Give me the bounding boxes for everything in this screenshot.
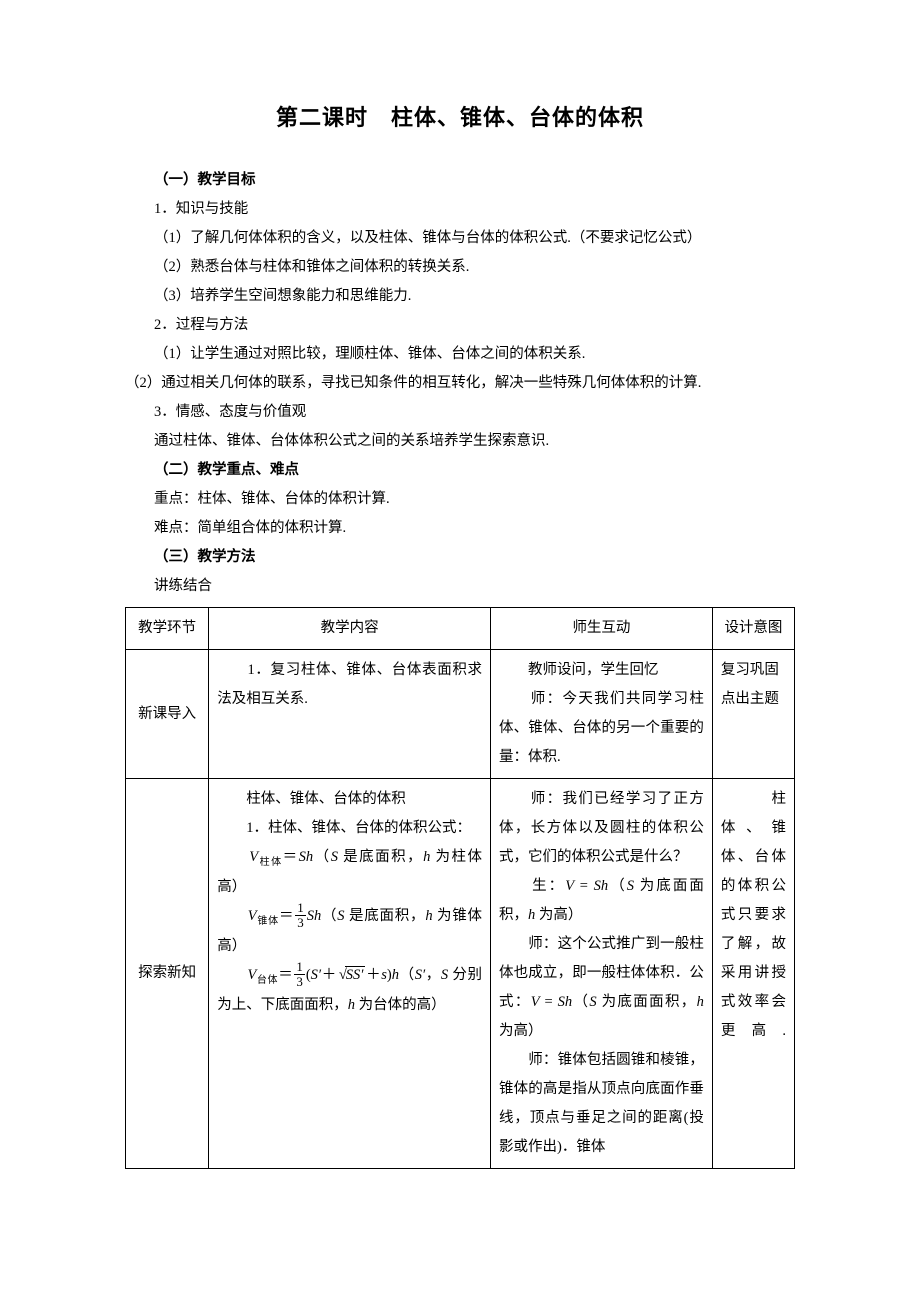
interaction-line: 生：V = Sh（S 为底面面积，h 为高） <box>499 878 704 923</box>
intent-line: 点出主题 <box>721 691 779 707</box>
section-1-a3: （3）培养学生空间想象能力和思维能力. <box>125 282 795 311</box>
section-1-a1: （1）了解几何体体积的含义，以及柱体、锥体与台体的体积公式.（不要求记忆公式） <box>125 224 795 253</box>
lesson-table: 教学环节 教学内容 师生互动 设计意图 新课导入 1．复习柱体、锥体、台体表面积… <box>125 607 795 1169</box>
body-text: （一）教学目标 1．知识与技能 （1）了解几何体体积的含义，以及柱体、锥体与台体… <box>125 166 795 601</box>
formula-prefix <box>217 908 248 924</box>
section-2-heading: （二）教学重点、难点 <box>125 456 795 485</box>
content-line: 柱体、锥体、台体的体积 <box>217 791 406 807</box>
section-1-b: 2．过程与方法 <box>125 311 795 340</box>
formula-symbol-v: V <box>248 908 257 924</box>
formula-prism: V柱体＝Sh（S 是底面积，h 为柱体高） <box>217 849 482 895</box>
content-cell: 1．复习柱体、锥体、台体表面积求法及相互关系. <box>209 650 491 779</box>
col-header-intent: 设计意图 <box>712 608 794 650</box>
fraction-one-third: 13 <box>295 901 306 929</box>
col-header-phase: 教学环节 <box>126 608 209 650</box>
interaction-cell: 教师设问，学生回忆 师：今天我们共同学习柱体、锥体、台体的另一个重要的量：体积. <box>491 650 713 779</box>
intent-line: 复习巩固 <box>721 662 779 678</box>
section-2-1: 重点：柱体、锥体、台体的体积计算. <box>125 485 795 514</box>
section-3-heading: （三）教学方法 <box>125 543 795 572</box>
section-1-c1: 通过柱体、锥体、台体体积公式之间的关系培养学生探索意识. <box>125 427 795 456</box>
formula-prefix <box>217 849 249 865</box>
interaction-cell: 师：我们已经学习了正方体，长方体以及圆柱的体积公式，它们的体积公式是什么？ 生：… <box>491 779 713 1169</box>
formula-symbol-v: V <box>247 967 256 983</box>
col-header-content: 教学内容 <box>209 608 491 650</box>
section-1-a: 1．知识与技能 <box>125 195 795 224</box>
formula-symbol-v: V <box>249 849 258 865</box>
formula-body: (S′＋SS′＋s)h（S′，S 分别为上、下底面面积，h 为台体的高） <box>217 967 482 1013</box>
content-cell: 柱体、锥体、台体的体积 1．柱体、锥体、台体的体积公式： V柱体＝Sh（S 是底… <box>209 779 491 1169</box>
formula-subscript: 台体 <box>256 975 278 986</box>
intent-text: 柱体、锥体、台体的体积公式只要求了解，故采用讲授式效率会更高. <box>721 785 786 1046</box>
formula-frustum: V台体＝13(S′＋SS′＋s)h（S′，S 分别为上、下底面面积，h 为台体的… <box>217 967 482 1013</box>
table-header-row: 教学环节 教学内容 师生互动 设计意图 <box>126 608 795 650</box>
formula-subscript: 锥体 <box>257 916 279 927</box>
formula-subscript: 柱体 <box>258 857 283 868</box>
interaction-line: 师：今天我们共同学习柱体、锥体、台体的另一个重要的量：体积. <box>499 691 704 765</box>
document-title: 第二课时 柱体、锥体、台体的体积 <box>125 100 795 132</box>
section-1-c: 3．情感、态度与价值观 <box>125 398 795 427</box>
formula-equals: ＝ <box>279 908 294 924</box>
col-header-interaction: 师生互动 <box>491 608 713 650</box>
phase-cell: 新课导入 <box>126 650 209 779</box>
content-line: 1．柱体、锥体、台体的体积公式： <box>217 820 471 836</box>
intent-cell: 复习巩固 点出主题 <box>712 650 794 779</box>
formula-equals: ＝ <box>278 967 293 983</box>
formula-cone: V锥体＝13Sh（S 是底面积，h 为锥体高） <box>217 908 482 954</box>
section-1-heading: （一）教学目标 <box>125 166 795 195</box>
table-row: 探索新知 柱体、锥体、台体的体积 1．柱体、锥体、台体的体积公式： V柱体＝Sh… <box>126 779 795 1169</box>
formula-prefix <box>217 967 247 983</box>
interaction-line: 教师设问，学生回忆 <box>499 662 659 678</box>
table-row: 新课导入 1．复习柱体、锥体、台体表面积求法及相互关系. 教师设问，学生回忆 师… <box>126 650 795 779</box>
section-2-2: 难点：简单组合体的体积计算. <box>125 514 795 543</box>
sqrt-icon: SS′ <box>337 961 366 990</box>
section-1-b2: （2）通过相关几何体的联系，寻找已知条件的相互转化，解决一些特殊几何体体积的计算… <box>125 369 795 398</box>
section-3-1: 讲练结合 <box>125 572 795 601</box>
phase-cell: 探索新知 <box>126 779 209 1169</box>
intent-cell: 柱体、锥体、台体的体积公式只要求了解，故采用讲授式效率会更高. <box>712 779 794 1169</box>
section-1-b1: （1）让学生通过对照比较，理顺柱体、锥体、台体之间的体积关系. <box>125 340 795 369</box>
interaction-line: 师：锥体包括圆锥和棱锥，锥体的高是指从顶点向底面作垂线，顶点与垂足之间的距离(投… <box>499 1052 704 1155</box>
interaction-line: 师：我们已经学习了正方体，长方体以及圆柱的体积公式，它们的体积公式是什么？ <box>499 791 704 865</box>
document-page: 第二课时 柱体、锥体、台体的体积 （一）教学目标 1．知识与技能 （1）了解几何… <box>0 0 920 1229</box>
section-1-a2: （2）熟悉台体与柱体和锥体之间体积的转换关系. <box>125 253 795 282</box>
interaction-line: 师：这个公式推广到一般柱体也成立，即一般柱体体积．公式：V = Sh（S 为底面… <box>499 936 704 1039</box>
fraction-one-third: 13 <box>294 960 305 988</box>
